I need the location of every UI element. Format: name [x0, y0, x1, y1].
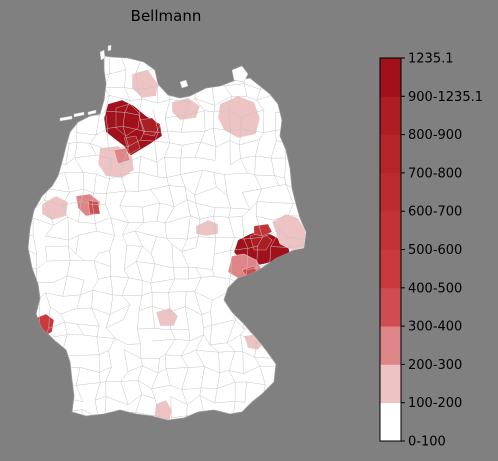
legend-swatch [380, 402, 401, 442]
legend-tick-label: 800-900 [408, 128, 462, 143]
highlighted-districts [35, 69, 306, 420]
island [87, 109, 97, 116]
legend-tick-label: 0-100 [408, 435, 446, 450]
legend-tick-label: 200-300 [408, 358, 462, 373]
district-shade [113, 147, 131, 165]
legend-swatch [380, 134, 401, 174]
island [73, 111, 85, 118]
district-lower-saxony-south [171, 97, 201, 121]
district-munich-area [155, 307, 179, 327]
legend-swatch [380, 96, 401, 135]
district-shade [87, 199, 101, 215]
district-shade [253, 223, 273, 237]
legend-tick-label: 300-400 [408, 320, 462, 335]
legend-tick-label: 100-200 [408, 396, 462, 411]
legend-tick-label: 1235.1 [408, 52, 454, 67]
district-mecklenburg [217, 95, 261, 139]
district-leipzig-area [195, 219, 219, 237]
legend-tick-label: 400-500 [408, 281, 462, 296]
region-layer [28, 56, 306, 420]
island [231, 65, 249, 83]
island [107, 44, 112, 52]
district-g-rlitz-area [271, 213, 306, 251]
map-title: Bellmann [130, 7, 202, 25]
legend-swatch [380, 287, 401, 327]
legend-swatch [380, 364, 401, 404]
legend-tick-label: 500-600 [408, 243, 462, 258]
legend-swatch [380, 326, 401, 365]
legend-colorbar: 0-100 100-200 200-300 300-400 400-500 500-600… [379, 52, 483, 450]
legend-swatch [380, 249, 401, 289]
legend-swatch [380, 211, 401, 250]
island [179, 79, 189, 89]
legend-swatch [380, 172, 401, 212]
legend-tick-label: 700-800 [408, 166, 462, 181]
legend-tick-label: 600-700 [408, 205, 462, 220]
islands [59, 44, 249, 122]
legend-swatch [380, 58, 401, 97]
legend-tick-label: 900-1235.1 [408, 90, 483, 105]
district-aachen-area [41, 195, 69, 221]
island [59, 115, 73, 122]
island [99, 49, 106, 61]
